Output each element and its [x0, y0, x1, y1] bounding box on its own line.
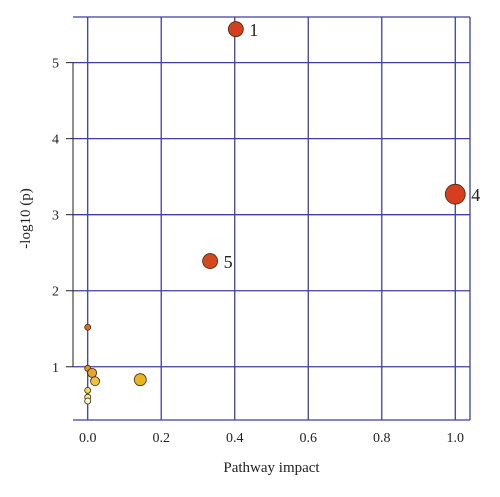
y-tick-label: 3: [52, 209, 59, 224]
grid: [73, 16, 471, 421]
data-point: [444, 183, 466, 205]
x-tick-label: 0.6: [300, 431, 318, 446]
data-point-label: 5: [224, 252, 233, 272]
x-tick-label: 0.0: [79, 431, 97, 446]
data-point: [84, 323, 92, 331]
data-point: [90, 376, 100, 387]
x-axis-label: Pathway impact: [223, 460, 320, 476]
data-point: [84, 386, 92, 394]
data-point: [84, 397, 92, 405]
tick-labels: 0.0 0.2 0.4 0.6 0.8 1.0 1 2 3 4 5: [52, 57, 464, 446]
x-tick-label: 0.4: [226, 431, 244, 446]
data-point: [202, 253, 219, 269]
point-labels: 1 4 5: [224, 20, 481, 272]
y-tick-label: 1: [52, 361, 59, 376]
data-point: [227, 21, 244, 38]
x-tick-label: 0.8: [373, 431, 391, 446]
y-tick-label: 2: [52, 285, 59, 300]
data-points: [84, 21, 466, 405]
y-tick-label: 4: [52, 133, 59, 148]
y-axis-label: -log10 (p): [18, 188, 34, 248]
x-tick-label: 0.2: [152, 431, 170, 446]
x-tick-label: 1.0: [447, 431, 465, 446]
data-point: [87, 367, 98, 378]
data-point-label: 4: [471, 185, 480, 205]
axes: [66, 62, 74, 368]
data-point-label: 1: [249, 20, 258, 40]
y-tick-label: 5: [52, 57, 59, 72]
data-point: [133, 373, 147, 387]
